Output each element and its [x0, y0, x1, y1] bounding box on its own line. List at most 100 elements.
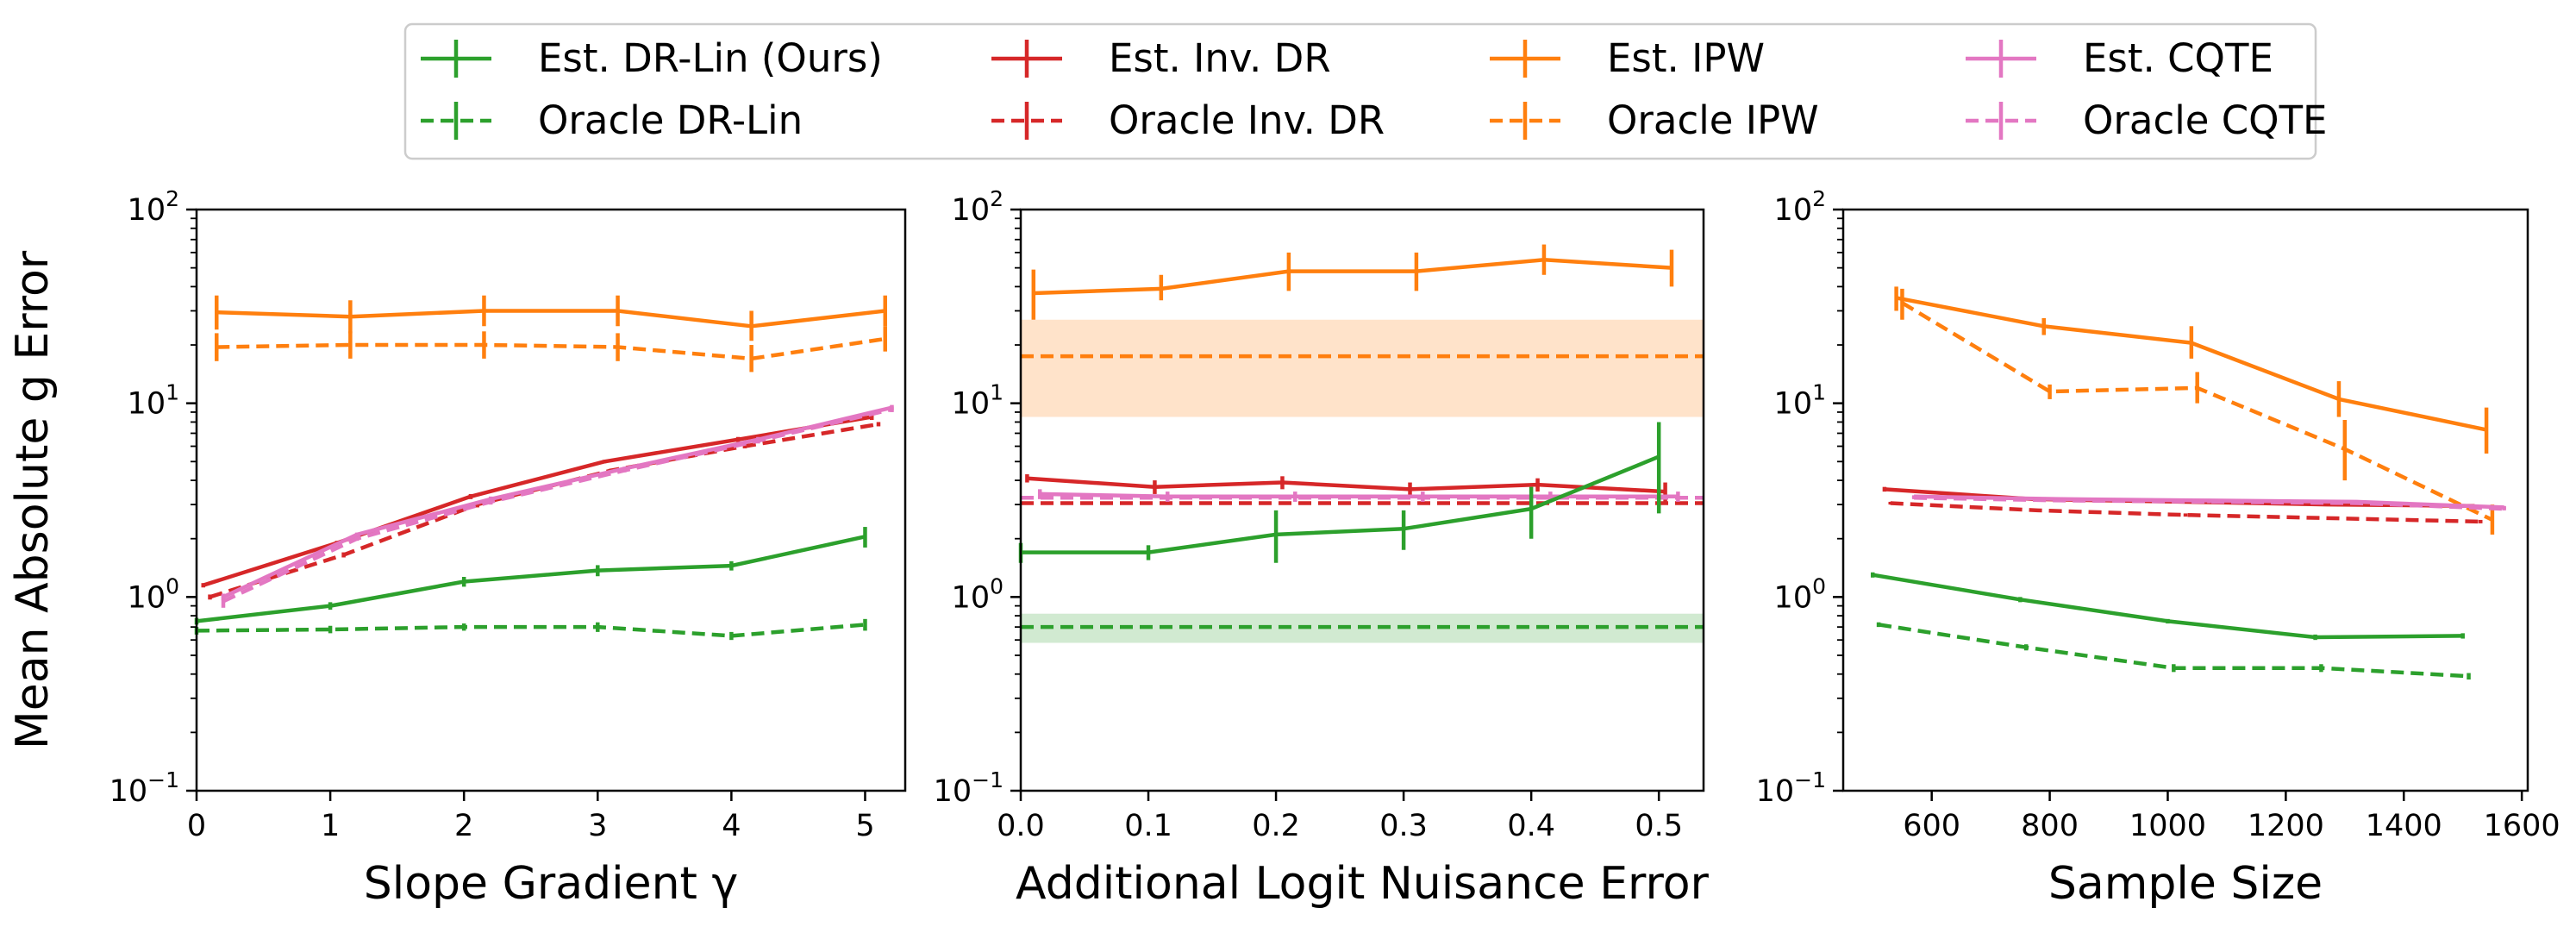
x-tick-label: 1600 — [2484, 809, 2560, 843]
series-est-dr-lin-ours — [194, 527, 867, 625]
y-tick-label: 100 — [1774, 573, 1826, 615]
x-axis-label: Slope Gradient γ — [364, 858, 738, 910]
data-point — [2036, 509, 2040, 512]
series-est-inv-dr — [1025, 474, 1667, 502]
x-tick-label: 0 — [187, 809, 206, 843]
data-point — [1402, 527, 1405, 530]
data-point — [756, 439, 760, 442]
data-point — [202, 584, 205, 587]
data-point — [222, 599, 225, 603]
data-point — [863, 535, 866, 538]
legend-entry-est-ipw: Est. IPW — [1490, 35, 1765, 81]
data-point — [2314, 636, 2317, 639]
data-point — [729, 564, 733, 567]
x-tick-label: 1200 — [2248, 809, 2324, 843]
series-est-ipw — [215, 295, 887, 341]
series-line — [1896, 296, 2487, 432]
data-point — [1038, 492, 1041, 496]
data-point — [355, 533, 359, 536]
x-tick-label: 800 — [2021, 809, 2079, 843]
series-oracle-cqte — [221, 406, 894, 608]
series-oracle-inv-dr — [208, 422, 881, 600]
y-tick-label: 101 — [952, 380, 1004, 422]
data-point — [2503, 507, 2506, 510]
data-point — [863, 623, 866, 626]
legend: Est. DR-Lin (Ours) Est. Inv. DR Est. IPW Es… — [403, 22, 2328, 160]
series-oracle-cqte — [1911, 496, 2506, 511]
data-point — [2018, 598, 2022, 601]
data-point — [348, 315, 352, 318]
legend-label: Est. Inv. DR — [1109, 35, 1331, 81]
data-point — [2467, 674, 2471, 678]
data-point — [1415, 270, 1418, 273]
data-point — [877, 423, 880, 426]
data-point — [462, 580, 466, 584]
data-point — [1153, 485, 1156, 489]
data-point — [2337, 398, 2341, 401]
axes-frame — [195, 208, 907, 792]
y-tick-label: 10−1 — [934, 767, 1004, 809]
data-point — [2485, 428, 2488, 431]
y-tick-label: 10−1 — [1756, 767, 1826, 809]
data-point — [2042, 324, 2046, 328]
data-point — [729, 634, 733, 637]
axes-frame — [1019, 208, 1705, 792]
data-point — [328, 604, 332, 608]
series-est-ipw — [1031, 244, 1674, 320]
data-point — [1548, 495, 1552, 498]
legend-entry-oracle-dr-lin: Oracle DR-Lin — [421, 97, 803, 143]
data-point — [482, 343, 485, 347]
y-tick-label: 100 — [952, 573, 1004, 615]
legend-label: Est. CQTE — [2083, 35, 2273, 81]
data-point — [2207, 500, 2210, 504]
series-line — [203, 415, 872, 587]
data-point — [215, 310, 218, 314]
data-point — [2355, 502, 2358, 505]
y-tick-label: 10−1 — [109, 767, 179, 809]
data-point — [884, 309, 887, 312]
x-tick-label: 2 — [454, 809, 473, 843]
data-point — [2048, 390, 2052, 393]
confidence-band-0 — [1021, 319, 1704, 417]
series-oracle-dr-lin — [194, 618, 867, 641]
x-axis-label: Sample Size — [2048, 858, 2323, 910]
legend-entry-est-cqte: Est. CQTE — [1966, 35, 2273, 81]
series-line — [222, 407, 893, 604]
data-point — [1889, 502, 1892, 505]
series-line — [196, 623, 866, 638]
legend-entry-oracle-inv-dr: Oracle Inv. DR — [991, 97, 1385, 143]
data-point — [348, 343, 352, 347]
series-oracle-ipw — [1900, 288, 2495, 535]
series-line — [216, 336, 886, 361]
data-point — [596, 569, 599, 573]
x-axis-label: Additional Logit Nuisance Error — [1016, 858, 1710, 910]
series-line — [1872, 573, 2463, 640]
panel-sample-size: 600 800 1000 1200 1400 1600 10−1 100 101 102 Sampl… — [1756, 186, 2560, 910]
x-tick-label: 0.3 — [1379, 809, 1428, 843]
data-point — [1280, 481, 1284, 485]
series-oracle-inv-dr — [1888, 501, 2483, 524]
data-point — [2325, 503, 2329, 506]
data-point — [2196, 386, 2199, 390]
series-line — [1027, 476, 1666, 494]
x-tick-label: 0.2 — [1252, 809, 1300, 843]
data-point — [1900, 301, 1904, 304]
legend-label: Oracle DR-Lin — [538, 97, 803, 143]
data-point — [2190, 341, 2193, 345]
data-point — [2343, 448, 2347, 451]
legend-entry-oracle-cqte: Oracle CQTE — [1966, 97, 2328, 143]
data-point — [328, 628, 332, 631]
legend-label: Est. DR-Lin (Ours) — [538, 35, 883, 81]
y-axis-label: Mean Absolute g Error — [7, 250, 59, 749]
legend-label: Oracle Inv. DR — [1109, 97, 1385, 143]
data-point — [750, 324, 753, 328]
data-point — [2172, 667, 2175, 670]
data-point — [750, 357, 753, 360]
data-point — [2184, 513, 2187, 517]
data-point — [596, 625, 599, 629]
data-point — [462, 625, 466, 629]
series-line — [1033, 258, 1673, 296]
data-point — [616, 346, 620, 349]
data-point — [1287, 270, 1291, 273]
